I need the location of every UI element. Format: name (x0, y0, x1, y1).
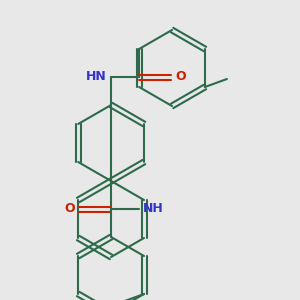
Text: NH: NH (143, 202, 164, 215)
Text: HN: HN (86, 70, 107, 83)
Text: O: O (175, 70, 186, 83)
Text: O: O (64, 202, 75, 215)
